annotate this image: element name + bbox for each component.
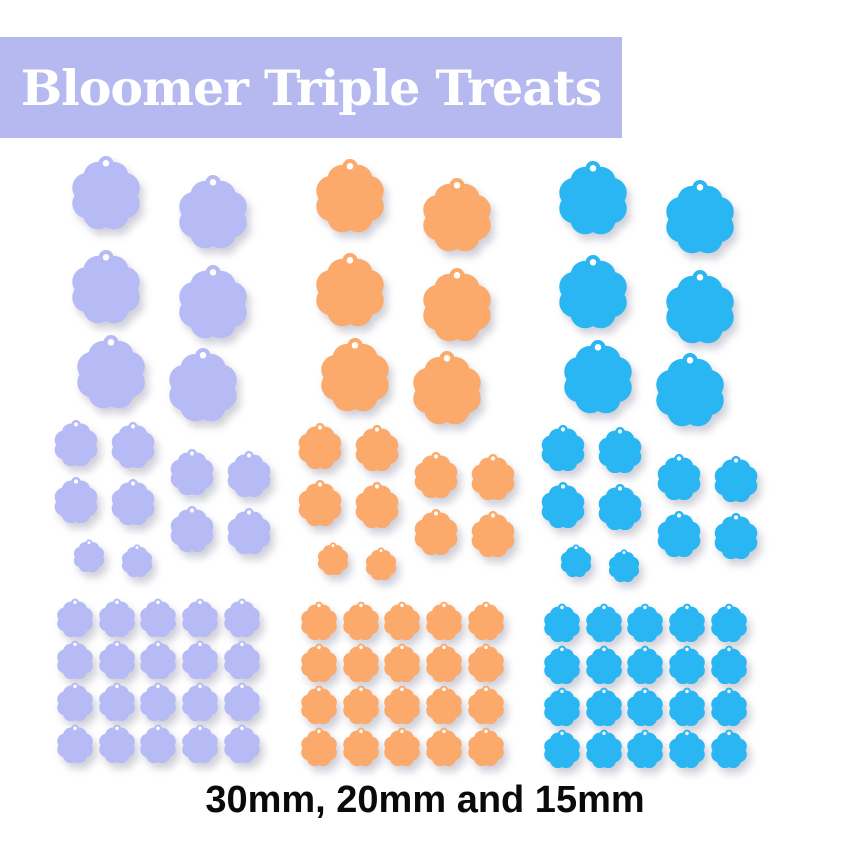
flower-blank-15mm-blue (607, 548, 641, 582)
flower-blank-15mm-blue (709, 728, 749, 768)
flower-blank-15mm-blue (584, 728, 624, 768)
title-banner: Bloomer Triple Treats (0, 37, 622, 138)
flower-blank-15mm-blue (667, 602, 707, 642)
flower-blank-15mm-blue (584, 602, 624, 642)
flower-blank-15mm-blue (709, 602, 749, 642)
flower-blank-20mm-blue (655, 452, 703, 500)
flower-blank-15mm-blue (709, 686, 749, 726)
flower-blank-20mm-blue (539, 423, 587, 471)
flower-blank-15mm-blue (667, 644, 707, 684)
flower-blank-15mm-blue (667, 686, 707, 726)
flower-blank-15mm-blue (709, 644, 749, 684)
flower-blank-15mm-blue (625, 644, 665, 684)
flower-blank-20mm-blue (712, 511, 760, 559)
sizes-caption: 30mm, 20mm and 15mm (205, 779, 645, 821)
flower-blank-15mm-blue (542, 644, 582, 684)
flower-blank-15mm-blue (625, 728, 665, 768)
flower-blank-20mm-blue (655, 509, 703, 557)
flower-blank-15mm-blue (542, 686, 582, 726)
flower-blank-20mm-blue (712, 454, 760, 502)
flower-blank-15mm-blue (559, 543, 593, 577)
flower-blank-30mm-blue (555, 158, 631, 235)
flower-blank-30mm-blue (652, 350, 728, 427)
flower-blank-15mm-blue (584, 686, 624, 726)
flower-blank-20mm-blue (596, 482, 644, 530)
flower-blank-15mm-blue (625, 602, 665, 642)
flower-blank-20mm-blue (539, 480, 587, 528)
flower-blank-20mm-blue (596, 425, 644, 473)
flower-blank-30mm-blue (555, 252, 631, 329)
flower-blank-30mm-blue (662, 177, 738, 254)
product-title: Bloomer Triple Treats (20, 58, 603, 117)
flower-blank-15mm-blue (625, 686, 665, 726)
flower-blank-15mm-blue (667, 728, 707, 768)
flower-blank-15mm-blue (584, 644, 624, 684)
flower-blank-15mm-blue (542, 728, 582, 768)
flower-blank-15mm-blue (542, 602, 582, 642)
flower-blank-30mm-blue (560, 337, 636, 414)
flower-blank-30mm-blue (662, 267, 738, 344)
